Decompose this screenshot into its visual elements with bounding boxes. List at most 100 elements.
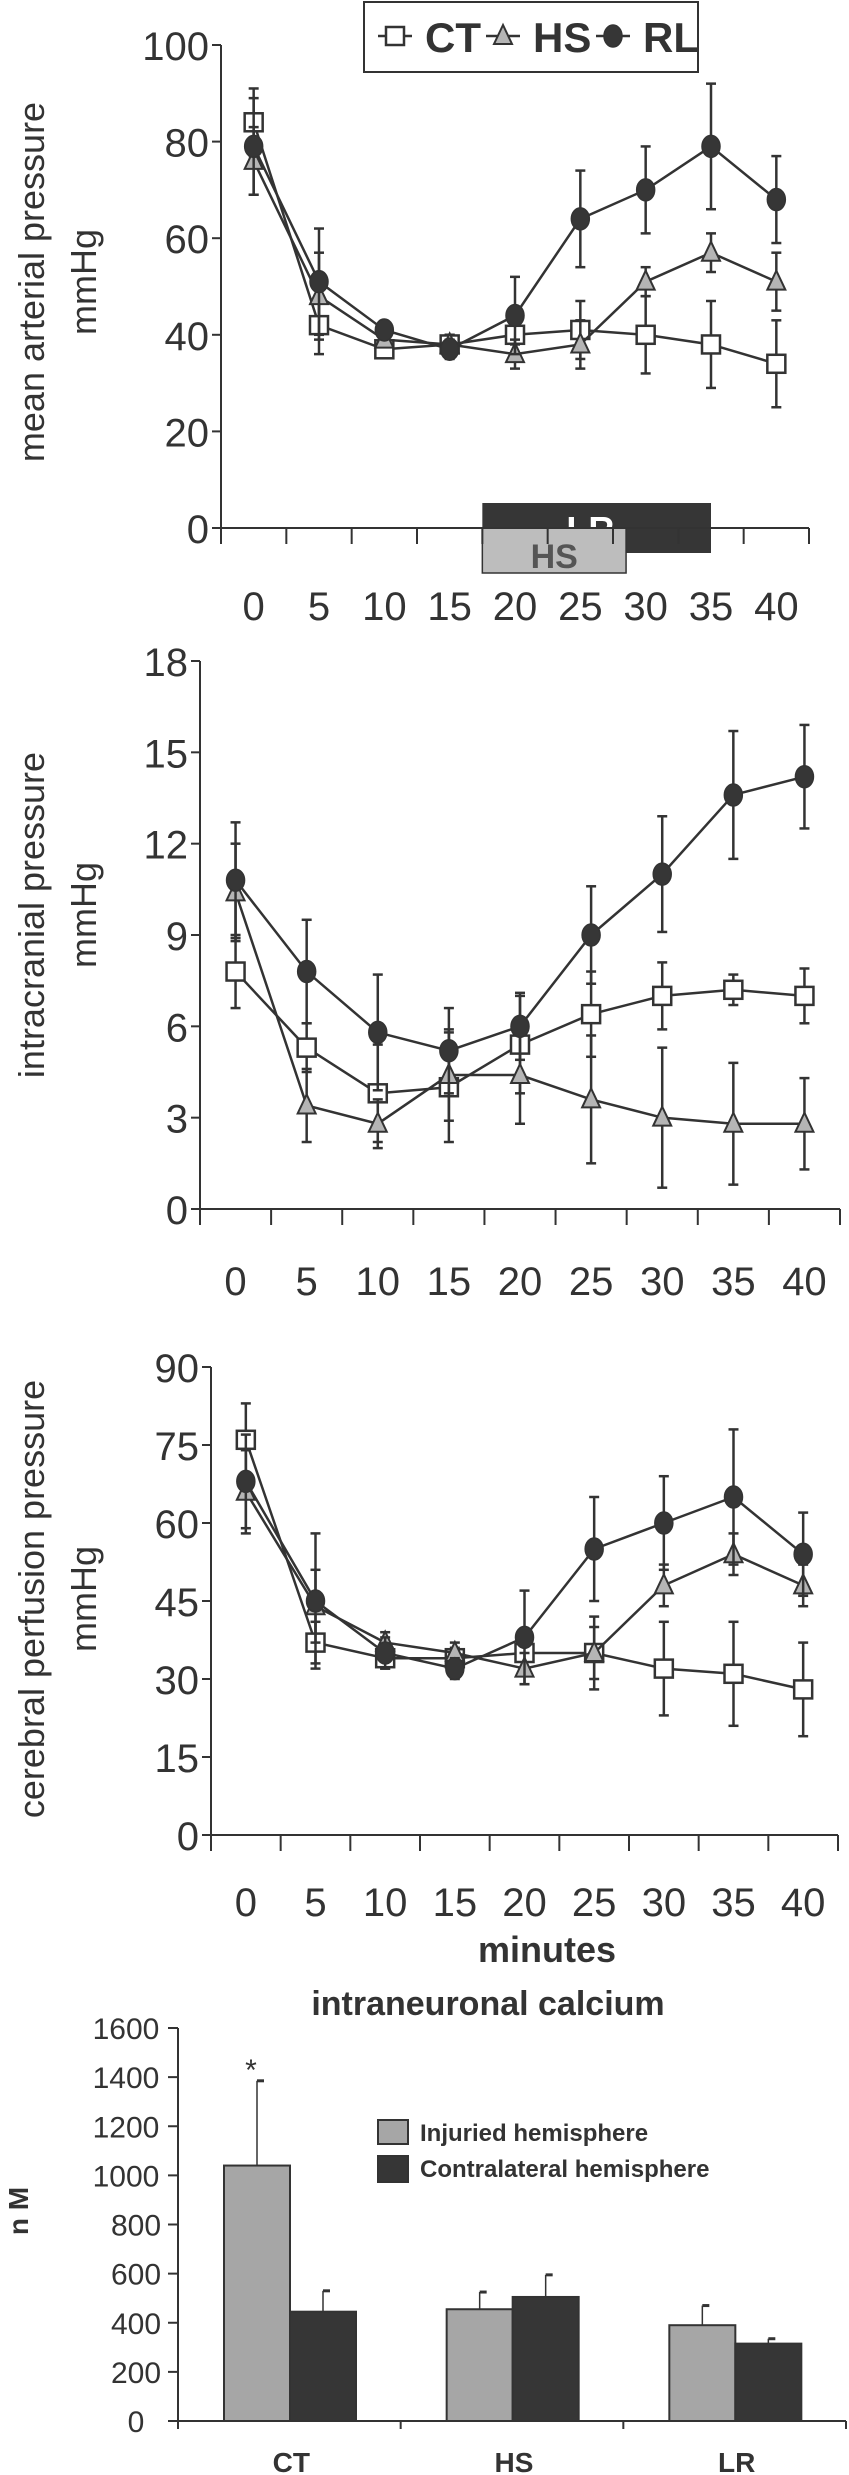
data-point-circle <box>375 1641 395 1665</box>
phase-bar-label: HS <box>531 538 578 576</box>
data-point-circle <box>581 923 601 947</box>
legend: Injuried hemisphere Contralateral hemisph… <box>377 2119 709 2183</box>
x-axis-title: minutes <box>478 1929 616 1970</box>
legend-triangle-icon <box>492 22 514 45</box>
data-point-square <box>792 1679 814 1700</box>
data-point-circle <box>445 1656 465 1681</box>
data-point-circle <box>296 959 317 984</box>
cerebral-perfusion-pressure-chart: 0 15 30 45 60 75 90 0 5 10 15 20 25 30 35 40 minutes cere… <box>11 1347 839 1970</box>
x-tick-label: 20 <box>493 585 538 629</box>
data-point-triangle <box>765 268 787 291</box>
x-tick-label: 20 <box>498 1260 543 1304</box>
bar <box>223 2164 291 2423</box>
x-tick-label: 5 <box>304 1881 326 1925</box>
legend-circle-icon <box>603 24 623 48</box>
data-point-circle <box>584 1537 604 1561</box>
data-point-circle <box>309 269 329 294</box>
y-tick-label: 0 <box>166 1189 188 1233</box>
legend: CT HS RL <box>363 1 699 73</box>
y-tick-label: 18 <box>144 641 189 685</box>
y-tick-label: 1000 <box>93 2160 160 2193</box>
data-point-square <box>653 1658 675 1679</box>
y-tick-label: 20 <box>165 411 210 455</box>
bar <box>668 2324 737 2423</box>
data-point-circle <box>652 862 672 886</box>
x-tick-label: LR <box>718 2447 755 2475</box>
y-tick-label: 1600 <box>93 2013 160 2046</box>
y-tick-label: 90 <box>155 1347 200 1391</box>
data-point-circle <box>243 134 264 159</box>
data-point-circle <box>654 1511 674 1535</box>
legend-label: RL <box>643 14 699 61</box>
y-tick-label: 100 <box>142 25 209 69</box>
y-tick-label: 45 <box>155 1581 200 1625</box>
series-rl <box>225 723 815 1095</box>
y-tick-label: 30 <box>155 1659 200 1703</box>
data-point-triangle <box>635 268 657 291</box>
x-tick-label: 5 <box>296 1260 318 1304</box>
y-tick-label: 1200 <box>93 2111 160 2144</box>
legend-label: HS <box>533 14 591 61</box>
series-ct <box>225 933 815 1144</box>
x-tick-label: HS <box>495 2447 534 2475</box>
mean-arterial-pressure-chart: LRHS0204060801000510152025303540mean art… <box>11 1 810 629</box>
y-tick-label: 400 <box>111 2308 161 2341</box>
data-point-circle <box>635 178 656 202</box>
data-point-triangle <box>793 1110 816 1133</box>
data-point-square <box>296 1037 317 1058</box>
data-point-triangle <box>569 331 591 354</box>
x-tick-label: 5 <box>308 585 330 629</box>
data-point-circle <box>225 868 246 892</box>
x-tick-label: 35 <box>689 585 734 629</box>
y-tick-label: 800 <box>111 2210 161 2243</box>
data-point-triangle <box>509 1061 531 1085</box>
y-tick-label: 200 <box>111 2357 161 2390</box>
phase-bar-hs <box>481 527 627 574</box>
y-axis-title: mmHg <box>63 1546 104 1652</box>
x-tick-label: 10 <box>362 585 407 629</box>
data-point-square <box>766 353 787 375</box>
data-point-circle <box>723 1485 744 1509</box>
chart-title: intraneuronal calcium <box>311 1985 664 2023</box>
bar <box>289 2310 357 2422</box>
bar <box>734 2342 803 2423</box>
data-point-square <box>700 334 722 355</box>
legend-swatch-icon <box>377 2119 409 2145</box>
data-point-circle <box>505 303 525 328</box>
data-point-square <box>580 1003 602 1025</box>
legend-label: Contralateral hemisphere <box>420 2156 709 2183</box>
y-tick-label: 60 <box>155 1503 200 1547</box>
x-tick-label: 25 <box>572 1881 617 1925</box>
x-tick-label: 35 <box>711 1260 756 1304</box>
x-tick-label: 0 <box>224 1260 246 1304</box>
data-point-circle <box>793 1542 813 1566</box>
series-injured <box>223 2079 737 2423</box>
data-point-triangle <box>583 1639 605 1662</box>
series-rl <box>236 1428 813 1686</box>
x-tick-label: 25 <box>558 585 603 629</box>
series-ct <box>235 1402 814 1738</box>
y-axis-title: cerebral perfusion pressure <box>11 1380 52 1818</box>
x-tick-label: 15 <box>427 1260 472 1304</box>
data-point-square <box>723 979 744 1001</box>
legend-label: Injuried hemisphere <box>420 2120 648 2147</box>
data-point-triangle <box>580 1086 602 1109</box>
y-tick-label: 15 <box>144 732 189 776</box>
x-tick-label: 40 <box>781 1881 826 1925</box>
data-point-square <box>723 1663 744 1685</box>
x-tick-label: 40 <box>754 585 799 629</box>
data-point-circle <box>723 783 744 807</box>
x-tick-label: 25 <box>569 1260 614 1304</box>
legend-square-icon <box>384 25 406 47</box>
y-tick-label: 0 <box>177 1815 199 1859</box>
y-tick-label: 40 <box>165 315 210 359</box>
data-point-circle <box>510 1014 530 1039</box>
series-rl <box>243 82 787 362</box>
x-tick-label: 0 <box>243 585 265 629</box>
data-point-circle <box>701 134 721 159</box>
data-point-circle <box>794 764 815 789</box>
x-tick-label: CT <box>273 2447 310 2475</box>
significance-marker: * <box>245 2054 257 2087</box>
